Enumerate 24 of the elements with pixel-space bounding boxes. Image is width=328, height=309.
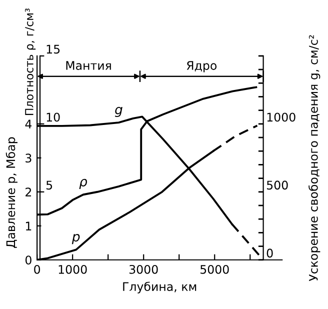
y3-axis-title: Плотность ρ, г/см³ <box>25 8 36 116</box>
annotation: Ядро <box>186 61 217 72</box>
series-label: p <box>72 234 80 244</box>
y-tick-label: 3 <box>26 154 32 163</box>
y-axis-title: Давление p, Мбар <box>6 137 18 248</box>
y3-tick-label: 5 <box>46 180 52 190</box>
x-tick-label: 0 <box>34 264 40 274</box>
y-tick-label: 2 <box>26 188 32 196</box>
y2-axis-title: Ускорение свободного падения g, см/с² <box>308 35 320 282</box>
x-tick-label: 5000 <box>200 264 229 274</box>
series-label: g <box>114 106 122 117</box>
y-tick-label: 1 <box>26 222 32 230</box>
y-tick-label: 0 <box>25 256 32 265</box>
x-tick-label: 1000 <box>58 264 87 274</box>
y2-tick-label: 0 <box>266 248 273 258</box>
y-tick-label: 4 <box>25 120 32 128</box>
y2-tick-label: 1000 <box>267 112 296 122</box>
annotation: Мантия <box>66 61 111 70</box>
x-tick-label: 3000 <box>129 264 158 274</box>
y3-tick-label: 10 <box>46 112 60 122</box>
y3-tick-label: 15 <box>46 44 60 54</box>
y2-tick-label: 500 <box>266 180 288 190</box>
series-label: ρ <box>79 178 88 190</box>
x-axis-title: Глубина, км <box>123 282 196 294</box>
